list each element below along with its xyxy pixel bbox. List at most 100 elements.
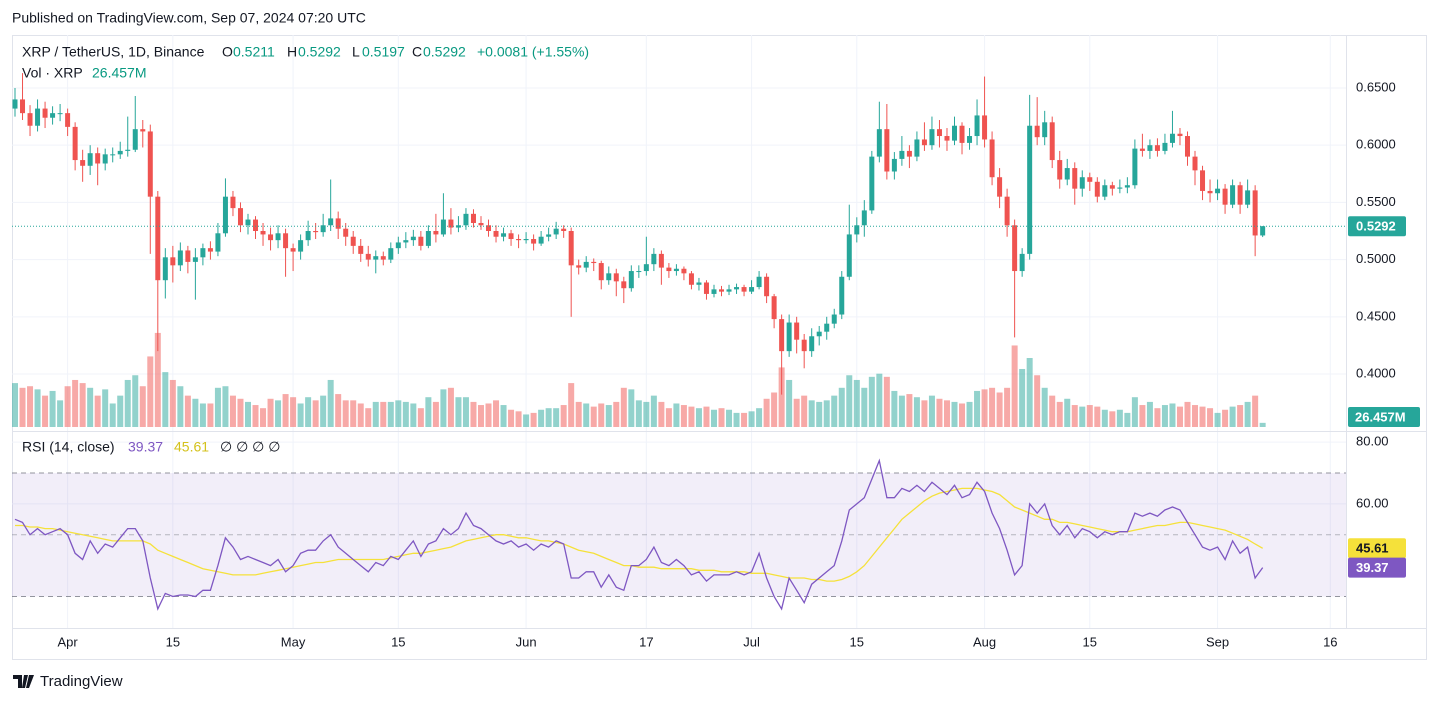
volume-bar — [1229, 406, 1236, 427]
y-tick-label: 0.5500 — [1356, 194, 1396, 209]
candle-body — [516, 239, 522, 241]
plot-area — [12, 73, 1346, 611]
volume-bar — [710, 409, 717, 427]
candle-body — [102, 154, 108, 164]
volume-bar — [244, 401, 251, 427]
candle-body — [1094, 181, 1100, 197]
volume-bar — [733, 412, 740, 427]
volume-bar — [508, 409, 515, 427]
last-price-label-bg — [1348, 216, 1406, 237]
volume-bar — [440, 389, 447, 427]
volume-bar — [365, 408, 372, 427]
volume-bar — [1101, 409, 1108, 427]
y-tick-label: 0.4500 — [1356, 308, 1396, 323]
candle-body — [824, 323, 830, 332]
candle-body — [1012, 225, 1018, 272]
candle-body — [1079, 177, 1085, 189]
volume-title: Vol · XRP — [22, 65, 83, 81]
volume-bar — [275, 400, 282, 427]
volume-bar — [1049, 395, 1056, 427]
volume-bar — [718, 408, 725, 427]
published-note: Published on TradingView.com, Sep 07, 20… — [12, 10, 366, 26]
legend-low: 0.5197 — [362, 44, 405, 60]
rsi-badge: 39.37 — [1356, 560, 1389, 575]
x-tick-label: Aug — [973, 634, 996, 649]
legend-change: +0.0081 (+1.55%) — [477, 44, 589, 60]
candle-body — [290, 248, 296, 252]
volume-bar — [493, 400, 500, 427]
candle-body — [192, 257, 198, 262]
candle-body — [1064, 168, 1070, 180]
candle-body — [576, 265, 582, 268]
candle-body — [771, 296, 777, 320]
candle-body — [643, 264, 649, 272]
volume-bar — [1109, 411, 1116, 427]
candle-body — [1184, 136, 1190, 157]
volume-bar — [906, 394, 913, 427]
candle-body — [779, 319, 785, 352]
candle-body — [80, 160, 86, 166]
x-tick-label: 15 — [166, 634, 180, 649]
candle-body — [343, 228, 349, 237]
volume-bar — [748, 411, 755, 427]
candle-body — [936, 129, 942, 137]
volume-bar — [1094, 406, 1101, 427]
volume-bar — [1011, 345, 1018, 427]
candle-body — [350, 236, 356, 246]
volume-bar — [410, 403, 417, 427]
volume-bar — [680, 405, 687, 427]
candle-body — [899, 150, 905, 159]
candle-body — [598, 263, 604, 281]
candle-body — [854, 225, 860, 235]
candle-body — [478, 222, 484, 226]
candle-body — [959, 125, 965, 143]
x-tick-label: 15 — [391, 634, 405, 649]
volume-bar — [1064, 398, 1071, 427]
footer-logo: TradingView — [13, 673, 123, 690]
rsi-title: RSI (14, close) — [22, 439, 115, 455]
volume-bar — [12, 383, 18, 427]
volume-bar — [928, 395, 935, 427]
candle-body — [508, 233, 514, 240]
candle-body — [260, 231, 266, 235]
candle-body — [433, 231, 439, 235]
volume-badge-bg — [1348, 407, 1420, 427]
legend: XRP / TetherUS, 1D, Binance O 0.5211 H 0… — [22, 44, 589, 455]
legend-open: 0.5211 — [233, 44, 275, 60]
candle-body — [50, 113, 56, 118]
candle-body — [1124, 185, 1130, 188]
volume-bar — [432, 401, 439, 427]
volume-bar — [1116, 409, 1123, 427]
candle-body — [1245, 190, 1251, 205]
candle-body — [463, 213, 469, 226]
candle-body — [734, 287, 740, 290]
candle-body — [1215, 188, 1221, 194]
volume-bar — [628, 389, 635, 427]
last-price-label: 0.5292 — [1356, 219, 1396, 234]
candle-body — [1102, 185, 1108, 197]
volume-bar — [117, 395, 124, 427]
volume-bar — [808, 400, 815, 427]
candle-body — [1177, 133, 1183, 137]
symbol-title: XRP / TetherUS, 1D, Binance — [22, 44, 205, 60]
volume-bar — [695, 408, 702, 427]
volume-bar — [838, 387, 845, 427]
candle-body — [553, 228, 559, 235]
volume-bar — [267, 398, 274, 427]
volume-bar — [801, 395, 808, 427]
candle-body — [688, 273, 694, 285]
candle-body — [470, 213, 476, 223]
candle-body — [388, 248, 394, 260]
volume-bar — [19, 387, 26, 427]
candle-body — [786, 322, 792, 352]
volume-bar — [1222, 409, 1229, 427]
volume-bar — [169, 379, 176, 427]
volume-bar — [530, 412, 537, 427]
candle-body — [982, 115, 988, 140]
candle-body — [170, 257, 176, 266]
candle-body — [523, 239, 529, 241]
volume-bar — [726, 409, 733, 427]
rsi-line — [14, 458, 1264, 611]
candle-body — [651, 253, 657, 265]
volume-bar — [1041, 387, 1048, 427]
